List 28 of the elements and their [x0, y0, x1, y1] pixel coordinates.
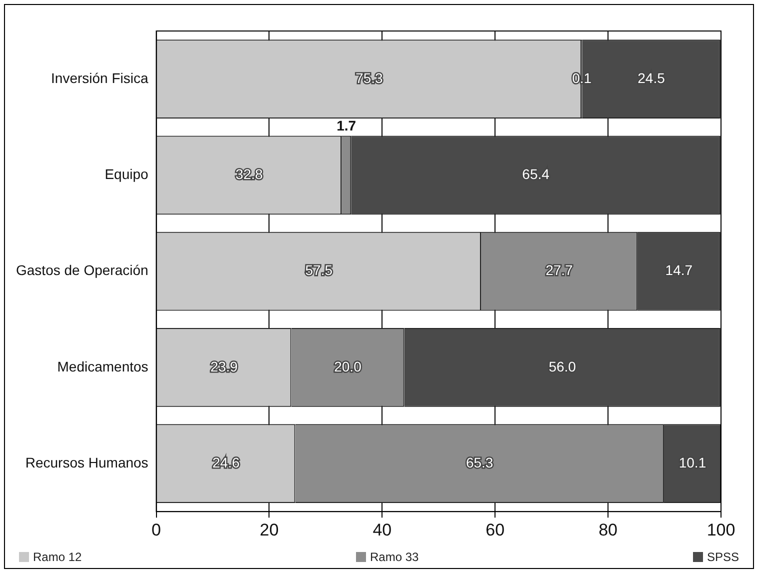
data-label: 27.7	[546, 262, 574, 278]
data-label: 20.0	[334, 358, 362, 374]
x-tick-label: 100	[706, 520, 736, 540]
data-label: 75.3	[356, 70, 383, 86]
x-tick-label: 0	[152, 520, 162, 540]
legend-label: SPSS	[706, 550, 739, 564]
data-label: 32.8	[236, 166, 263, 182]
data-label: 57.5	[305, 262, 333, 278]
legend-label: Ramo 33	[370, 550, 419, 564]
data-label: 65.4	[522, 166, 550, 182]
x-tick-label: 40	[372, 520, 392, 540]
y-tick-label: Inversión Fisica	[51, 70, 148, 86]
data-label: 24.6	[212, 454, 240, 470]
y-tick-label: Medicamentos	[57, 358, 148, 374]
x-tick-label: 80	[598, 520, 618, 540]
y-tick-label: Recursos Humanos	[25, 454, 148, 470]
data-label: 23.9	[210, 358, 238, 374]
data-label: 10.1	[678, 454, 706, 470]
x-tick-label: 60	[486, 520, 505, 540]
y-tick-label: Equipo	[104, 166, 149, 182]
y-tick-label: Gastos de Operación	[16, 262, 148, 278]
legend-label: Ramo 12	[33, 550, 82, 564]
x-tick-label: 20	[260, 520, 279, 540]
data-label: 65.3	[466, 454, 494, 470]
data-label: 24.5	[638, 70, 666, 86]
data-label: 56.0	[548, 358, 576, 374]
data-label: 1.7	[336, 118, 356, 134]
data-label: 14.7	[665, 262, 693, 278]
